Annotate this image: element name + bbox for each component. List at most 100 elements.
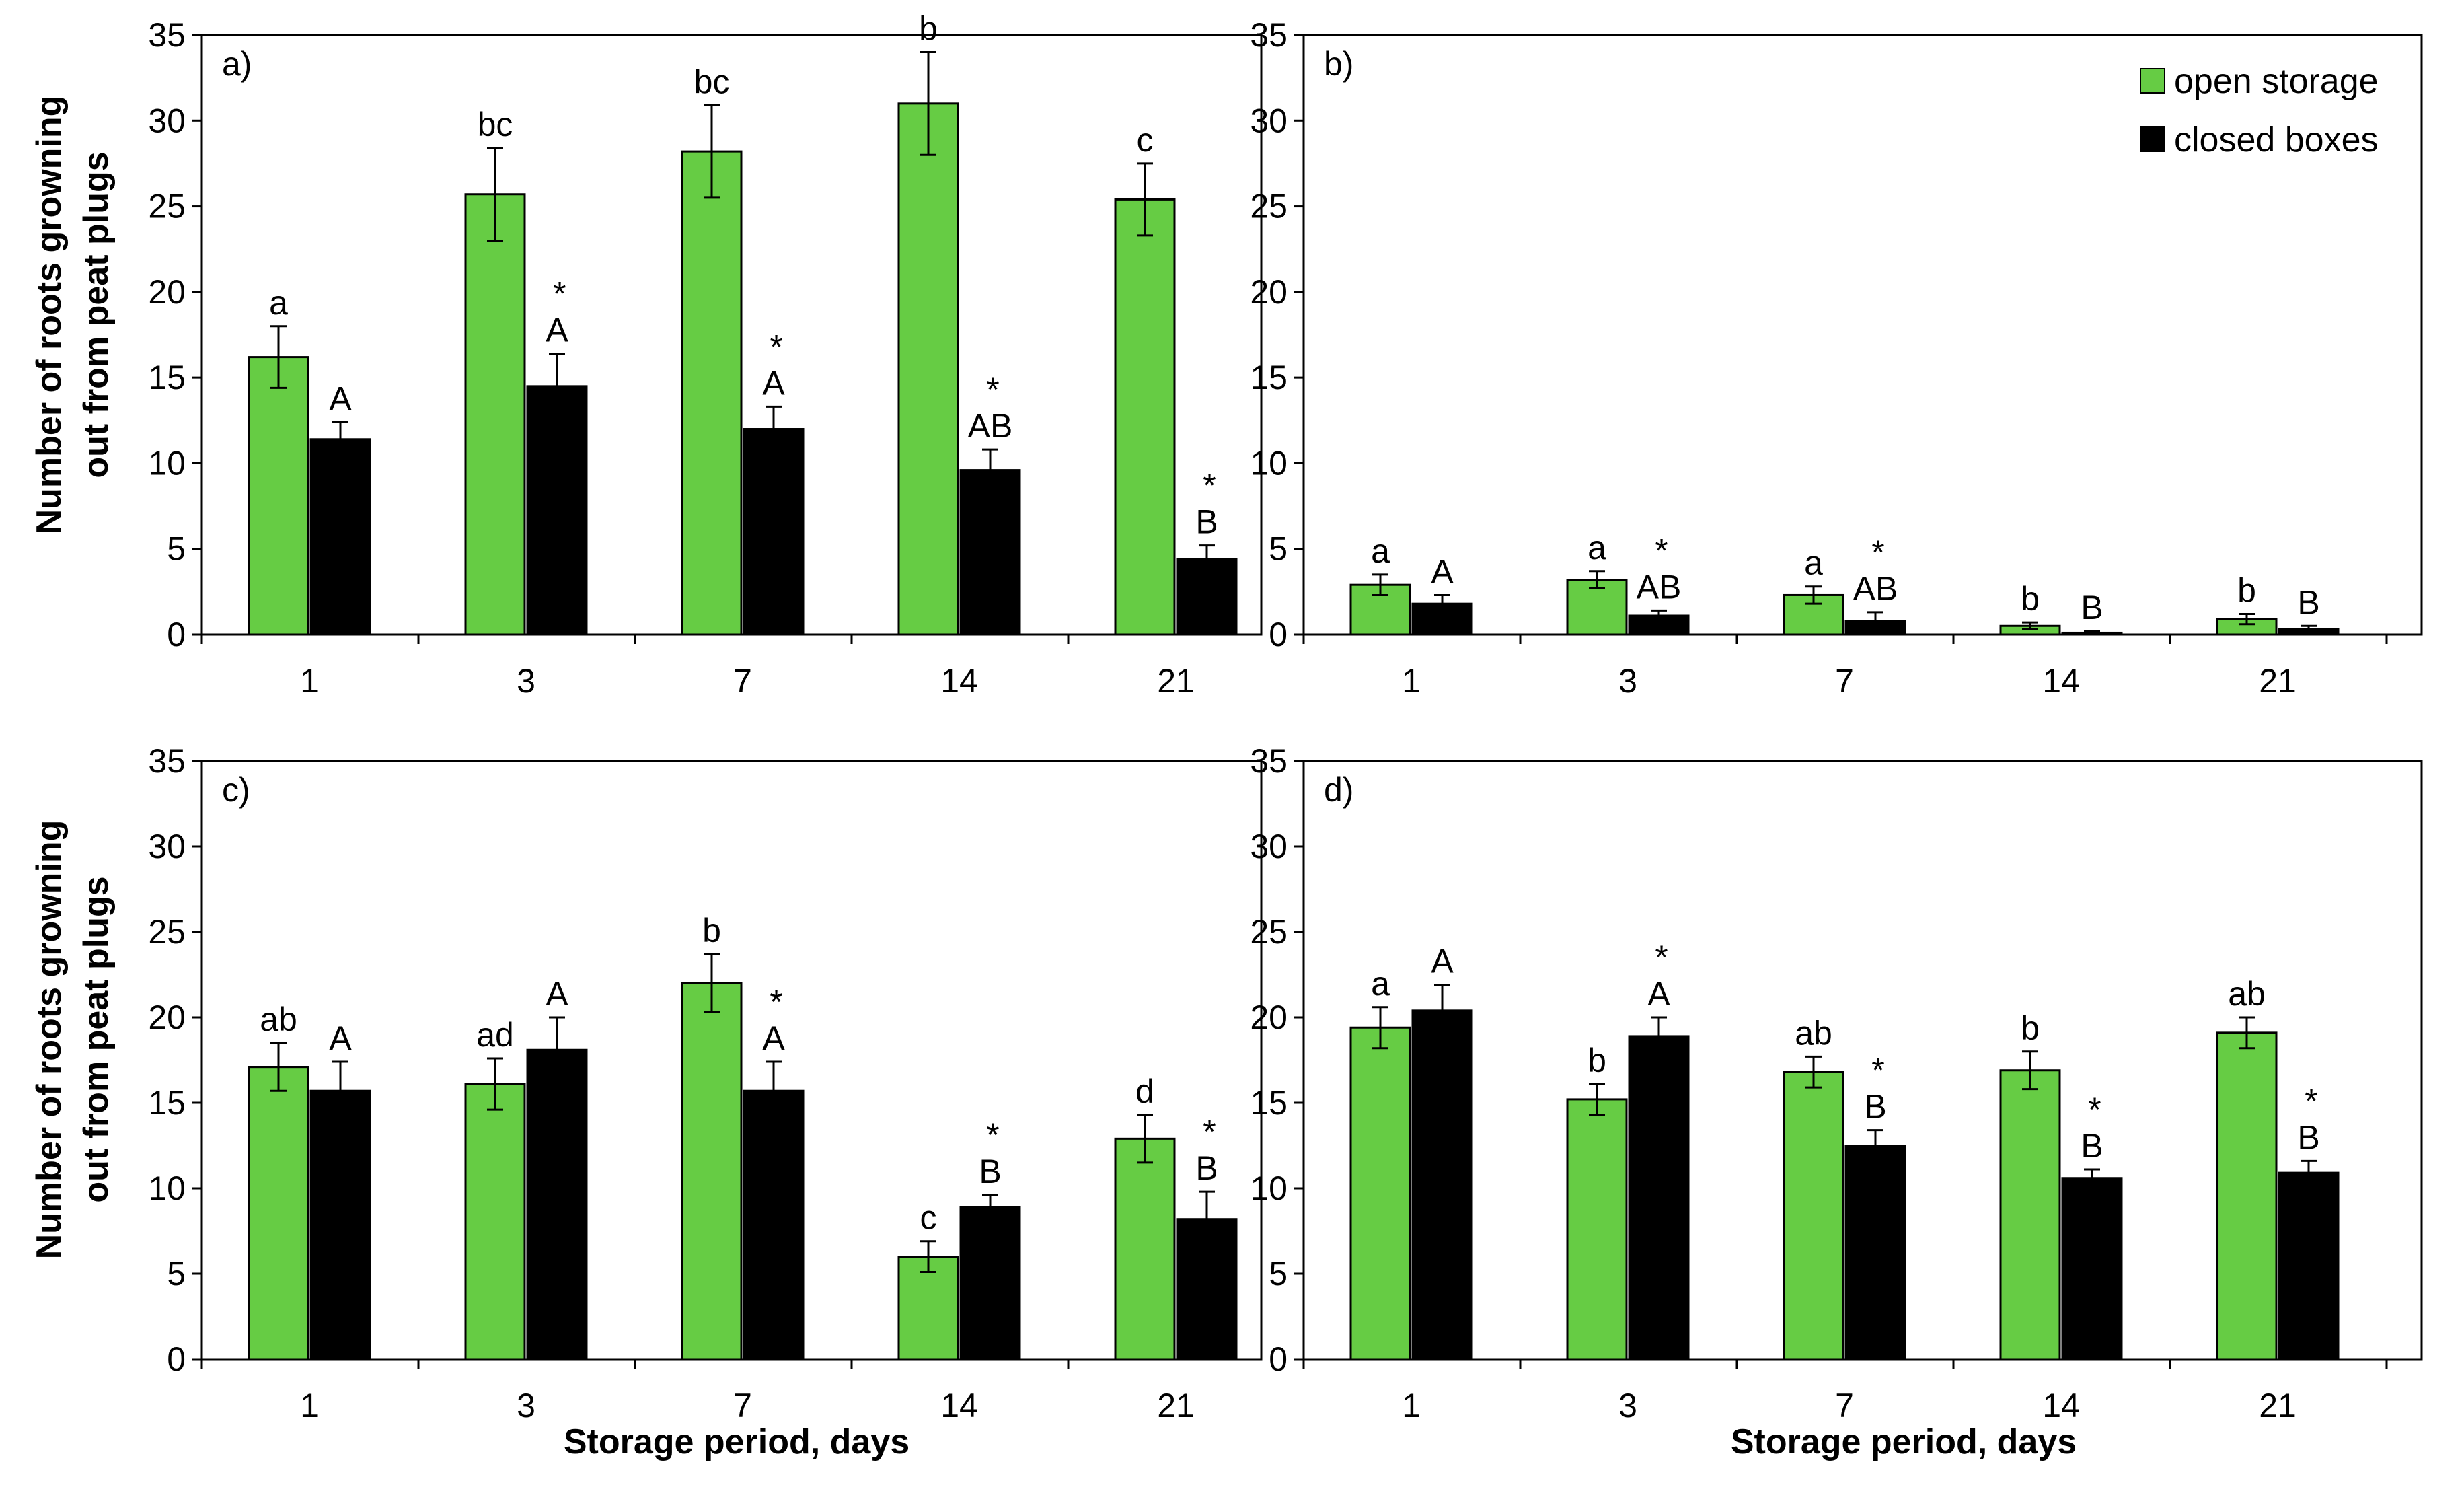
error-bar — [487, 1057, 503, 1111]
x-tick-label: 21 — [1157, 662, 1195, 700]
legend-swatch-open — [2140, 68, 2165, 94]
error-bar — [1805, 1055, 1822, 1089]
panel-label: c) — [222, 771, 250, 809]
x-tick-label: 7 — [1835, 662, 1854, 700]
error-bar — [549, 1016, 565, 1084]
error-bar — [1372, 573, 1388, 596]
significance-letter-closed: AB — [1853, 570, 1898, 608]
bar-closed-boxes — [526, 385, 588, 636]
error-bar — [982, 448, 998, 492]
x-tick-label: 21 — [2259, 662, 2297, 700]
error-bar — [2239, 612, 2255, 626]
x-tick-label: 1 — [1402, 662, 1421, 700]
x-tick-label: 21 — [1157, 1387, 1195, 1424]
error-bar — [1199, 1190, 1215, 1247]
error-bar — [704, 953, 720, 1013]
significance-star: * — [1655, 939, 1668, 976]
significance-star: * — [1203, 467, 1216, 505]
significance-letter-open: b — [919, 9, 938, 47]
bar-closed-boxes — [1844, 1145, 1906, 1361]
y-tick-label: 0 — [167, 616, 186, 653]
significance-letter-open: bc — [478, 106, 513, 143]
x-tick-label: 1 — [1402, 1387, 1421, 1424]
y-tick-label: 5 — [167, 1255, 186, 1293]
significance-letter-closed: B — [1195, 1149, 1218, 1187]
legend-label-open: open storage — [2174, 62, 2379, 101]
significance-letter-open: b — [2021, 580, 2040, 618]
significance-letter-open: ab — [1795, 1014, 1832, 1052]
significance-letter-open: b — [1588, 1042, 1606, 1079]
bar-open-storage — [248, 1066, 309, 1361]
significance-letter-open: c — [1137, 121, 1154, 159]
significance-star: * — [1871, 534, 1884, 571]
significance-letter-closed: A — [762, 1019, 785, 1057]
bar-closed-boxes — [959, 1206, 1021, 1361]
panel-label: d) — [1324, 771, 1353, 809]
significance-star: * — [553, 275, 566, 313]
error-bar — [2022, 1050, 2038, 1091]
significance-star: * — [986, 371, 999, 408]
significance-star: * — [770, 328, 782, 365]
y-tick-label: 30 — [148, 102, 186, 139]
y-tick-label: 15 — [1250, 1084, 1287, 1122]
bar-open-storage — [1114, 1137, 1176, 1361]
x-axis-label-left: Storage period, days — [564, 1422, 909, 1461]
y-tick-label: 10 — [148, 444, 186, 482]
error-bar — [1651, 609, 1667, 622]
significance-letter-closed: B — [2297, 1118, 2319, 1156]
error-bar — [1137, 1114, 1153, 1164]
significance-letter-closed: B — [979, 1153, 1001, 1190]
significance-letter-open: b — [702, 912, 721, 949]
y-tick-label: 15 — [1250, 359, 1287, 396]
error-bar — [332, 1060, 348, 1121]
bar-closed-boxes — [1628, 1035, 1690, 1361]
significance-letter-closed: B — [1195, 503, 1218, 541]
bar-open-storage — [1999, 1069, 2061, 1361]
significance-letter-closed: B — [2081, 589, 2103, 626]
significance-letter-open: a — [1371, 532, 1390, 570]
bar-closed-boxes — [2278, 1171, 2340, 1361]
significance-star: * — [986, 1116, 999, 1154]
y-tick-label: 20 — [1250, 273, 1287, 311]
significance-letter-closed: A — [546, 975, 568, 1013]
error-bar — [1589, 1083, 1605, 1116]
x-tick-label: 14 — [2042, 1387, 2080, 1424]
error-bar — [920, 50, 936, 156]
bar-open-storage — [897, 102, 959, 636]
significance-letter-closed: A — [546, 312, 568, 349]
error-bar — [1867, 611, 1883, 630]
error-bar — [982, 1194, 998, 1221]
significance-letter-closed: AB — [1637, 568, 1682, 606]
error-bar — [1434, 593, 1450, 614]
error-bar — [2301, 1159, 2317, 1186]
bar-open-storage — [681, 150, 743, 636]
error-bar — [1589, 570, 1605, 589]
bar-open-storage — [464, 1083, 526, 1361]
y-tick-label: 35 — [1250, 742, 1287, 780]
error-bar — [270, 325, 287, 389]
y-tick-label: 5 — [1269, 530, 1287, 568]
significance-letter-open: a — [1371, 965, 1390, 1003]
significance-letter-closed: A — [1647, 975, 1670, 1013]
bar-closed-boxes — [959, 469, 1021, 636]
error-bar — [704, 104, 720, 199]
x-tick-label: 14 — [940, 662, 978, 700]
significance-letter-closed: A — [1431, 552, 1454, 590]
bar-open-storage — [1349, 1026, 1411, 1361]
significance-letter-closed: B — [2081, 1127, 2103, 1165]
significance-letter-open: a — [269, 284, 288, 322]
y-tick-label: 0 — [1269, 1340, 1287, 1378]
y-tick-label: 20 — [148, 273, 186, 311]
error-bar — [1805, 585, 1822, 605]
error-bar — [332, 421, 348, 458]
significance-letter-closed: B — [2297, 583, 2319, 621]
bar-open-storage — [248, 356, 309, 636]
bar-open-storage — [2216, 1031, 2278, 1361]
significance-letter-closed: A — [762, 364, 785, 402]
significance-star: * — [2088, 1091, 2101, 1128]
significance-star: * — [2305, 1082, 2317, 1120]
y-tick-label: 15 — [148, 359, 186, 396]
error-bar — [2022, 621, 2038, 630]
